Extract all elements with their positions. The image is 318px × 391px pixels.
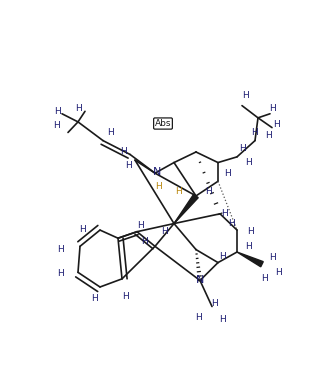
Text: H: H <box>137 221 143 230</box>
Polygon shape <box>174 194 198 224</box>
Text: H: H <box>195 312 201 321</box>
Text: H: H <box>79 225 85 234</box>
Text: H: H <box>120 147 126 156</box>
Text: H: H <box>245 242 251 251</box>
Text: H: H <box>229 219 235 228</box>
Polygon shape <box>237 252 263 267</box>
Text: H: H <box>242 91 248 100</box>
Text: H: H <box>57 269 63 278</box>
Text: H: H <box>238 144 245 153</box>
Text: H: H <box>155 183 161 192</box>
Text: H: H <box>225 169 232 178</box>
Text: H: H <box>222 209 228 218</box>
Text: H: H <box>211 299 218 308</box>
Text: H: H <box>269 104 275 113</box>
Text: H: H <box>247 227 253 236</box>
Text: H: H <box>269 253 275 262</box>
Text: H: H <box>162 227 168 236</box>
Text: H: H <box>219 251 225 260</box>
Text: H: H <box>245 158 251 167</box>
Text: H: H <box>57 245 63 254</box>
Text: N: N <box>152 167 161 177</box>
Text: Abs: Abs <box>155 119 171 128</box>
Text: H: H <box>175 187 181 196</box>
Text: H: H <box>55 107 61 116</box>
Text: H: H <box>262 274 268 283</box>
Text: H: H <box>125 160 131 170</box>
Text: H: H <box>54 122 60 131</box>
Text: N: N <box>196 276 204 285</box>
Text: H: H <box>75 104 81 113</box>
Text: H: H <box>273 120 280 129</box>
Text: H: H <box>107 128 114 137</box>
Text: H: H <box>204 187 211 196</box>
Text: H: H <box>275 268 281 277</box>
Text: H: H <box>121 292 128 301</box>
Text: H: H <box>92 294 98 303</box>
Text: H: H <box>265 131 271 140</box>
Text: H: H <box>252 128 258 137</box>
Text: H: H <box>142 237 149 246</box>
Text: H: H <box>219 315 225 324</box>
